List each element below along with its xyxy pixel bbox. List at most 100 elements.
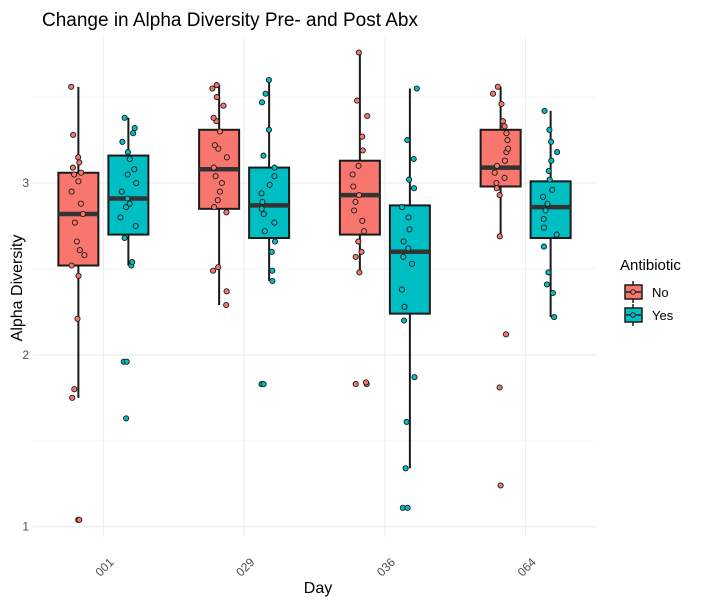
data-point [401,303,408,310]
data-point [68,188,75,195]
data-point [121,114,128,121]
x-tick-label: 001 [93,555,117,579]
data-point [258,99,266,106]
data-point [209,85,216,92]
data-point [542,207,549,214]
data-point [349,171,356,178]
data-point [223,209,230,216]
data-point [360,228,368,235]
data-point [68,83,75,90]
data-point [129,259,136,266]
data-point [553,231,560,238]
data-point [265,126,273,133]
box-yes-001 [107,114,150,422]
box-body [248,166,291,240]
data-point [213,82,220,89]
data-point [364,112,371,120]
data-point [541,107,548,114]
data-point [220,102,227,109]
data-point [498,100,505,108]
data-point [544,200,551,207]
chart-title: Change in Alpha Diversity Pre- and Post … [42,10,418,31]
data-point [268,248,275,255]
data-point [359,147,366,154]
data-point [123,358,130,365]
data-point [123,204,130,211]
data-point [493,185,500,192]
data-point [540,224,548,231]
data-point [260,152,267,159]
data-point [540,193,547,200]
data-point [75,272,82,279]
data-point [265,76,272,84]
data-point [76,159,83,166]
data-point [71,386,78,393]
data-point [74,315,81,322]
data-point [406,226,413,233]
data-point [262,90,269,97]
data-point [352,198,359,205]
data-point [398,204,406,211]
data-point [211,142,218,149]
data-point [123,415,130,422]
legend-key-point [630,289,636,295]
data-point [352,253,359,260]
y-axis-title: Alpha Diversity [9,235,26,342]
data-point [133,179,140,187]
data-point [260,210,267,218]
data-point [489,90,497,97]
data-point [121,234,128,242]
data-point [400,253,407,260]
x-tick-label: 064 [515,555,539,579]
data-point [68,262,75,269]
data-point [271,219,278,226]
data-point [223,301,230,309]
data-point [216,188,223,195]
data-point [117,214,124,221]
box-no-064 [479,83,522,489]
data-point [491,169,498,176]
y-tick-label: 2 [22,348,29,362]
data-point [359,217,366,224]
data-point [499,118,506,125]
data-point [126,200,133,207]
data-point [358,248,365,255]
data-point [410,155,417,163]
data-point [359,133,366,140]
data-point [355,49,362,56]
data-point [545,167,552,175]
data-point [504,137,511,144]
data-point [496,233,503,240]
data-point [131,166,138,173]
data-point [501,157,508,164]
data-point [71,171,78,178]
data-point [76,516,83,523]
data-point [119,138,126,145]
data-point [549,289,556,297]
data-point [497,482,504,489]
data-point [71,219,78,226]
data-point [356,192,363,199]
data-point [73,238,80,245]
data-point [398,286,405,293]
grid [33,37,596,537]
data-point [130,130,137,137]
data-point [404,137,411,144]
data-point [260,381,267,388]
data-point [211,204,218,211]
data-point [213,94,220,101]
data-point [545,269,552,276]
data-point [352,381,359,388]
box-no-036 [338,49,381,388]
data-point [493,179,500,187]
data-point [505,145,512,152]
legend-key-yes [624,304,643,326]
data-point [216,128,223,135]
data-point [403,418,410,425]
data-point [271,164,278,171]
box-no-001 [57,83,100,523]
data-point [546,176,553,183]
data-point [210,114,217,121]
data-point [401,317,408,324]
box-yes-029 [248,76,291,388]
